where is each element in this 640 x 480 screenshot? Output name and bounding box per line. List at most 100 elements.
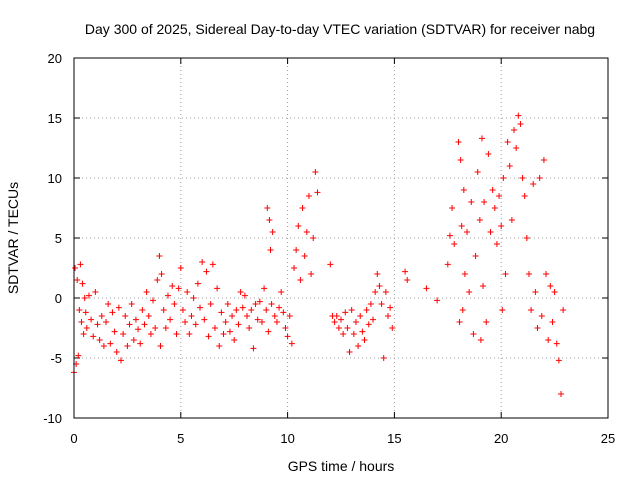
data-point — [282, 325, 289, 331]
data-point — [374, 271, 381, 277]
data-point — [558, 391, 565, 397]
data-point — [346, 349, 353, 355]
data-point — [273, 319, 280, 325]
data-point — [111, 328, 118, 335]
data-point — [460, 187, 467, 193]
data-point — [201, 316, 208, 323]
data-point — [357, 313, 364, 319]
data-point — [239, 304, 246, 311]
data-point — [137, 340, 144, 347]
data-point — [77, 261, 84, 268]
y-tick-label: 5 — [55, 231, 62, 246]
data-point — [487, 229, 494, 235]
data-point — [244, 313, 251, 319]
x-tick-label: 10 — [280, 431, 294, 446]
data-point — [470, 331, 477, 337]
data-point — [464, 229, 471, 235]
data-point — [459, 307, 466, 313]
data-point — [493, 241, 500, 247]
data-point — [423, 285, 430, 292]
data-point — [545, 337, 552, 343]
data-point — [367, 301, 374, 307]
data-point — [78, 319, 85, 325]
y-axis-label: SDTVAR / TECUs — [5, 182, 21, 294]
data-point — [194, 280, 201, 287]
data-point — [182, 319, 189, 325]
data-point — [547, 283, 554, 289]
data-point — [500, 175, 507, 181]
data-point — [451, 241, 458, 247]
data-point — [305, 193, 312, 199]
data-point — [105, 301, 112, 307]
data-point — [109, 309, 116, 316]
data-point — [483, 319, 490, 325]
data-point — [468, 199, 475, 205]
data-point — [340, 331, 347, 337]
data-point — [122, 313, 129, 319]
data-point — [81, 295, 88, 301]
data-point — [154, 277, 161, 283]
data-point — [261, 285, 268, 292]
data-point — [83, 325, 90, 331]
y-tick-label: -5 — [50, 351, 62, 366]
data-point — [303, 229, 310, 235]
data-point — [291, 265, 298, 271]
data-point — [94, 321, 101, 328]
data-point — [521, 193, 528, 199]
data-point — [250, 345, 257, 352]
data-point — [80, 331, 87, 337]
axis-ticks: 0 5 10 15 20 25 -10 -5 0 5 10 15 20 — [43, 51, 615, 446]
data-point — [513, 145, 520, 151]
data-point — [525, 271, 532, 277]
data-point — [90, 333, 97, 340]
data-point — [477, 337, 484, 343]
data-point — [141, 321, 148, 328]
data-point — [555, 357, 562, 364]
data-point — [126, 321, 133, 328]
data-point — [72, 265, 79, 271]
data-point — [256, 298, 263, 305]
data-point — [264, 205, 271, 211]
data-point — [267, 247, 274, 253]
grid-lines — [74, 58, 608, 418]
data-point — [523, 235, 530, 241]
data-point — [246, 325, 253, 331]
data-point — [508, 217, 515, 223]
data-point — [511, 127, 518, 133]
data-point — [186, 331, 193, 337]
data-point — [85, 292, 92, 299]
data-point — [258, 319, 265, 325]
data-point — [314, 189, 321, 196]
data-point — [233, 307, 240, 313]
data-point — [286, 313, 293, 319]
data-point — [117, 357, 124, 364]
data-point — [162, 325, 169, 331]
data-point — [82, 309, 89, 316]
data-point — [498, 223, 505, 229]
data-point — [540, 157, 547, 163]
data-point — [472, 253, 479, 259]
data-point — [478, 135, 485, 142]
y-tick-label: 15 — [48, 111, 62, 126]
data-point — [209, 261, 216, 268]
data-point — [115, 304, 122, 311]
data-point — [380, 355, 387, 361]
data-point — [269, 229, 276, 235]
data-point — [348, 307, 355, 313]
data-point — [297, 277, 304, 283]
data-point — [222, 319, 229, 325]
data-point — [92, 289, 99, 295]
data-point — [241, 292, 248, 299]
data-point — [120, 331, 127, 337]
data-point — [175, 285, 182, 292]
data-point — [88, 316, 95, 323]
data-point — [474, 169, 481, 175]
data-point — [278, 289, 285, 295]
data-points — [71, 112, 567, 397]
data-point — [489, 187, 496, 193]
data-point — [446, 232, 453, 239]
data-point — [519, 175, 526, 181]
data-point — [124, 343, 131, 349]
data-point — [74, 277, 81, 283]
data-point — [476, 217, 483, 223]
